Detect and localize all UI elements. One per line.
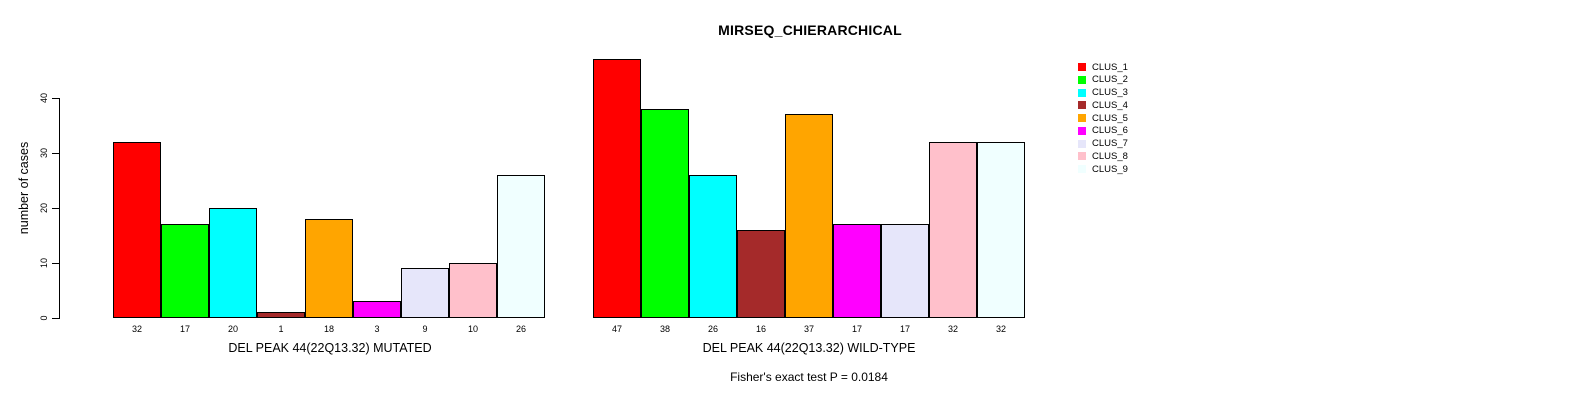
bar-value-label: 1 — [278, 324, 284, 334]
legend-swatch-clus_5 — [1078, 114, 1086, 122]
legend-label: CLUS_8 — [1092, 150, 1128, 162]
bar-clus_6 — [353, 301, 401, 318]
bar-value-label: 9 — [422, 324, 428, 334]
bar-value-label: 32 — [947, 324, 958, 334]
y-axis-tick-label: 10 — [39, 257, 49, 269]
bar-clus_3 — [689, 175, 737, 318]
bar-clus_8 — [449, 263, 497, 318]
bar-clus_6 — [833, 224, 881, 318]
bar-value-label: 18 — [323, 324, 334, 334]
bar-value-label: 32 — [131, 324, 142, 334]
legend-label: CLUS_4 — [1092, 99, 1128, 111]
y-axis-tick — [52, 98, 59, 99]
legend-swatch-clus_6 — [1078, 126, 1086, 135]
bar-clus_4 — [257, 312, 305, 318]
bar-clus_9 — [977, 142, 1025, 318]
legend-label: CLUS_3 — [1092, 87, 1128, 98]
legend-swatch-clus_3 — [1078, 88, 1086, 97]
bar-clus_9 — [497, 175, 545, 318]
y-axis-tick-label: 40 — [39, 92, 49, 104]
legend-swatch-clus_7 — [1078, 139, 1086, 148]
legend-swatch-clus_4 — [1078, 101, 1086, 110]
x-axis-label-mutated: DEL PEAK 44(22Q13.32) MUTATED — [228, 341, 432, 355]
y-axis-tick-label: 30 — [39, 147, 49, 159]
bar-clus_4 — [737, 230, 785, 318]
bar-value-label: 37 — [803, 324, 814, 334]
bar-value-label: 16 — [755, 324, 766, 334]
legend-label: CLUS_7 — [1092, 138, 1128, 149]
legend-label: CLUS_6 — [1092, 125, 1128, 137]
bar-value-label: 20 — [227, 324, 238, 334]
y-axis-tick — [52, 153, 59, 154]
bar-clus_2 — [161, 224, 209, 318]
y-axis-tick — [52, 263, 59, 264]
bar-clus_1 — [593, 59, 641, 318]
legend-swatch-clus_2 — [1078, 75, 1086, 84]
bar-value-label: 26 — [707, 324, 718, 334]
figure-title: MIRSEQ_CHIERARCHICAL — [718, 22, 902, 38]
bar-clus_1 — [113, 142, 161, 318]
bar-value-label: 17 — [899, 324, 910, 334]
legend-swatch-clus_9 — [1078, 165, 1086, 173]
bar-value-label: 17 — [179, 324, 190, 334]
bar-value-label: 32 — [995, 324, 1006, 334]
legend-swatch-clus_8 — [1078, 152, 1086, 161]
y-axis-tick-label: 20 — [39, 202, 49, 214]
bar-clus_7 — [881, 224, 929, 318]
bar-clus_3 — [209, 208, 257, 318]
bar-value-label: 26 — [515, 324, 526, 334]
bar-clus_7 — [401, 268, 449, 318]
bar-value-label: 47 — [611, 324, 622, 334]
bar-value-label: 17 — [851, 324, 862, 334]
y-axis-line — [59, 98, 60, 319]
bar-value-label: 3 — [374, 324, 380, 334]
bar-value-label: 38 — [659, 324, 670, 334]
legend-swatch-clus_1 — [1078, 63, 1086, 71]
bar-clus_5 — [785, 114, 833, 318]
x-axis-label-wildtype: DEL PEAK 44(22Q13.32) WILD-TYPE — [702, 341, 916, 355]
y-axis-tick-label: 0 — [39, 315, 49, 321]
legend-label: CLUS_2 — [1092, 74, 1128, 86]
bar-clus_5 — [305, 219, 353, 318]
y-axis-label: number of cases — [17, 141, 31, 235]
legend-label: CLUS_1 — [1092, 61, 1128, 73]
y-axis-tick — [52, 318, 59, 319]
y-axis-tick — [52, 208, 59, 209]
legend-label: CLUS_5 — [1092, 112, 1128, 124]
bar-value-label: 10 — [467, 324, 478, 334]
fisher-test-note: Fisher's exact test P = 0.0184 — [730, 370, 888, 384]
legend-label: CLUS_9 — [1092, 163, 1128, 175]
bar-clus_2 — [641, 109, 689, 318]
bar-clus_8 — [929, 142, 977, 318]
